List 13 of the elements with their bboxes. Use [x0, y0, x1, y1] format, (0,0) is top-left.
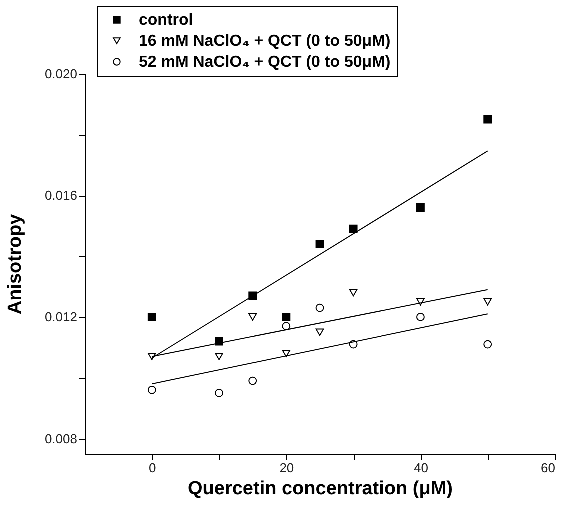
x-axis-title: Quercetin concentration (μM): [188, 478, 453, 500]
y-axis-title: Anisotropy: [4, 214, 26, 315]
x-tick-label: 20: [280, 460, 294, 476]
x-tick-label: 60: [541, 460, 556, 476]
x-tick-label: 40: [414, 460, 428, 476]
y-tick-label: 0.008: [44, 431, 78, 446]
legend-label: control: [139, 12, 194, 29]
y-tick-label: 0.012: [44, 310, 78, 325]
legend-label: 16 mM NaClO₄ + QCT (0 to 50μM): [139, 33, 391, 50]
legend-label: 52 mM NaClO₄ + QCT (0 to 50μM): [139, 54, 391, 71]
y-tick-label: 0.020: [44, 66, 78, 82]
x-tick-label: 0: [149, 460, 156, 476]
y-tick-label: 0.016: [44, 188, 78, 204]
